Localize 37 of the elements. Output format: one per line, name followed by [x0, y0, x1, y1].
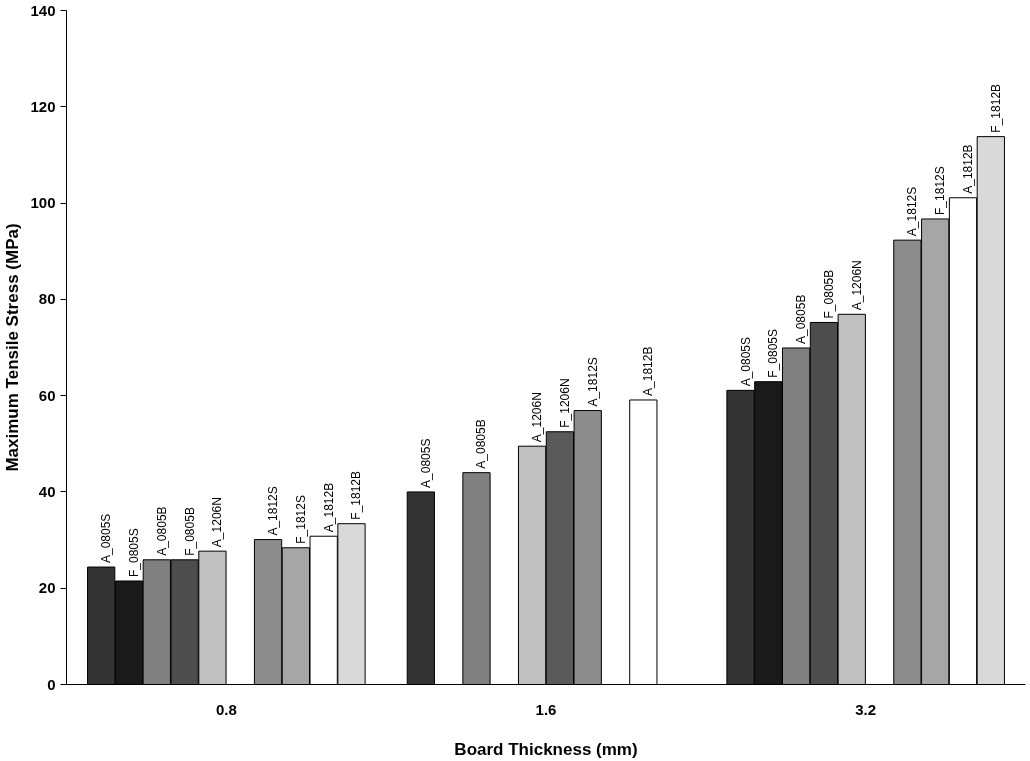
y-tick-label: 0	[47, 675, 56, 693]
x-tick-label: 0.8	[215, 700, 237, 718]
text: F_1206N	[557, 378, 572, 428]
text: F_0805S	[126, 528, 141, 577]
text: A_0805B	[154, 506, 169, 556]
text: F_0805S	[766, 328, 781, 378]
y-tick-label: 80	[38, 290, 56, 308]
text: A_0805S	[418, 438, 433, 488]
y-tick-label: 100	[30, 194, 56, 212]
text: F_1812B	[988, 83, 1003, 133]
text: A_0805B	[474, 419, 489, 469]
x-tick-label: 1.6	[535, 700, 557, 718]
y-tick-label: 40	[38, 482, 56, 500]
x-axis-title: Board Thickness (mm)	[454, 739, 638, 759]
y-tick-label: 20	[38, 579, 56, 597]
text: A_1206N	[210, 497, 225, 548]
text: A_1812S	[266, 486, 281, 536]
text: A_1812B	[321, 482, 336, 533]
y-tick-label: 60	[38, 386, 56, 404]
text: F_0805B	[821, 269, 836, 319]
text: F_1812B	[349, 471, 364, 520]
y-axis-title: Maximum Tensile Stress (MPa)	[3, 223, 23, 472]
text: A_1206N	[530, 392, 545, 443]
text: A_1812S	[905, 186, 920, 237]
text: F_0805B	[182, 507, 197, 556]
x-tick-label: 3.2	[855, 700, 877, 718]
text: A_0805B	[794, 294, 809, 344]
text: F_1812S	[293, 495, 308, 544]
y-tick-label: 120	[30, 97, 56, 115]
text: A_1812S	[585, 357, 600, 407]
text: F_1812S	[933, 166, 948, 215]
text: A_1812B	[641, 346, 656, 396]
text: A_1206N	[849, 260, 864, 311]
text: A_0805S	[99, 513, 114, 564]
text: A_1812B	[961, 144, 976, 194]
y-tick-label: 140	[30, 1, 56, 19]
text: A_0805S	[738, 336, 753, 387]
